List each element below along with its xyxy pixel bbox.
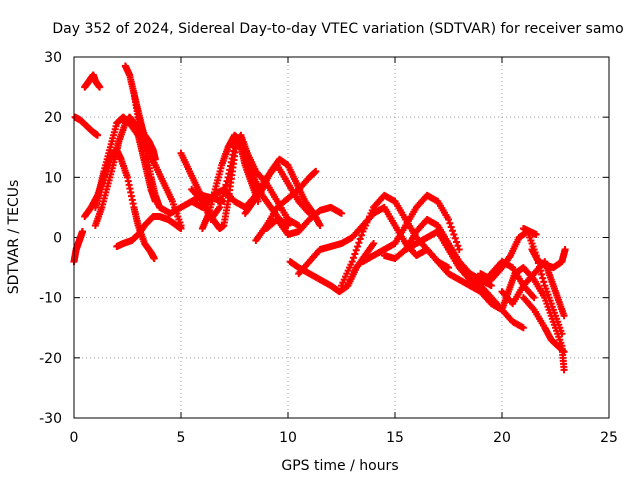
data-point (445, 215, 452, 223)
data-point (94, 131, 102, 139)
data-point (540, 278, 548, 286)
x-tick-label: 15 (386, 430, 404, 446)
x-tick-label: 5 (177, 430, 186, 446)
data-point (351, 250, 359, 258)
data-point (558, 330, 566, 338)
data-point (284, 221, 292, 229)
x-tick-label: 25 (600, 430, 618, 446)
data-point (447, 223, 455, 231)
data-point (455, 246, 463, 254)
data-point (539, 274, 547, 282)
data-point (453, 238, 461, 246)
series-sat-t (359, 191, 463, 266)
series-sat-w (412, 246, 538, 302)
data-point (316, 221, 324, 229)
data-point (519, 324, 527, 332)
data-point (354, 243, 362, 251)
x-tick-label: 0 (70, 430, 79, 446)
data-point (151, 155, 159, 163)
series-sat-f (91, 113, 185, 229)
series-sat-ab (528, 246, 569, 272)
series-sat-l (198, 131, 292, 232)
series-sat-ac (519, 224, 540, 238)
series-sat-b (71, 113, 102, 139)
series-sat-c (81, 71, 104, 91)
data-point (560, 348, 568, 356)
series-sat-p (263, 203, 345, 238)
data-points (70, 62, 569, 374)
y-tick-label: 0 (53, 231, 62, 247)
y-tick-label: 10 (44, 170, 62, 186)
x-tick-labels: 0 5 10 15 20 25 (70, 430, 618, 446)
data-point (348, 258, 356, 266)
data-point (370, 240, 378, 248)
data-point (96, 83, 104, 91)
y-tick-label: -20 (39, 351, 62, 367)
y-tick-label: 20 (44, 110, 62, 126)
grid-lines (74, 57, 609, 418)
data-point (217, 200, 225, 208)
data-point (561, 246, 569, 254)
plot-frame (73, 56, 610, 419)
data-point (560, 312, 568, 320)
x-tick-label: 20 (493, 430, 511, 446)
data-point (355, 239, 363, 247)
y-tick-labels: -30 -20 -10 0 10 20 30 (39, 50, 62, 427)
data-point (350, 254, 358, 262)
data-point (150, 255, 158, 263)
data-point (312, 167, 320, 175)
y-tick-label: -30 (39, 411, 62, 427)
data-point (338, 209, 345, 217)
data-point (219, 192, 227, 200)
data-point (532, 230, 540, 238)
series-sat-a (70, 227, 87, 266)
data-point (216, 203, 224, 211)
data-point (177, 224, 185, 232)
data-point (79, 227, 87, 235)
series-sat-g (113, 212, 185, 251)
data-point (449, 227, 457, 235)
data-point (222, 181, 230, 189)
data-point (450, 230, 458, 238)
data-point (358, 231, 366, 239)
y-axis-label: SDTVAR / TECUs (6, 180, 22, 295)
chart-title: Day 352 of 2024, Sidereal Day-to-day VTE… (52, 21, 623, 37)
x-axis-label: GPS time / hours (281, 458, 398, 474)
data-point (446, 219, 454, 227)
data-point (538, 270, 546, 278)
data-point (530, 294, 538, 302)
series-sat-aa (519, 294, 568, 356)
data-point (454, 242, 462, 250)
data-point (560, 366, 568, 374)
y-tick-label: -10 (39, 291, 62, 307)
data-point (487, 282, 495, 290)
data-point (352, 246, 360, 254)
data-point (451, 234, 459, 242)
y-tick-label: 30 (44, 50, 62, 66)
data-point (356, 235, 364, 243)
data-point (218, 196, 226, 204)
x-tick-label: 10 (279, 430, 297, 446)
data-point (223, 177, 231, 185)
